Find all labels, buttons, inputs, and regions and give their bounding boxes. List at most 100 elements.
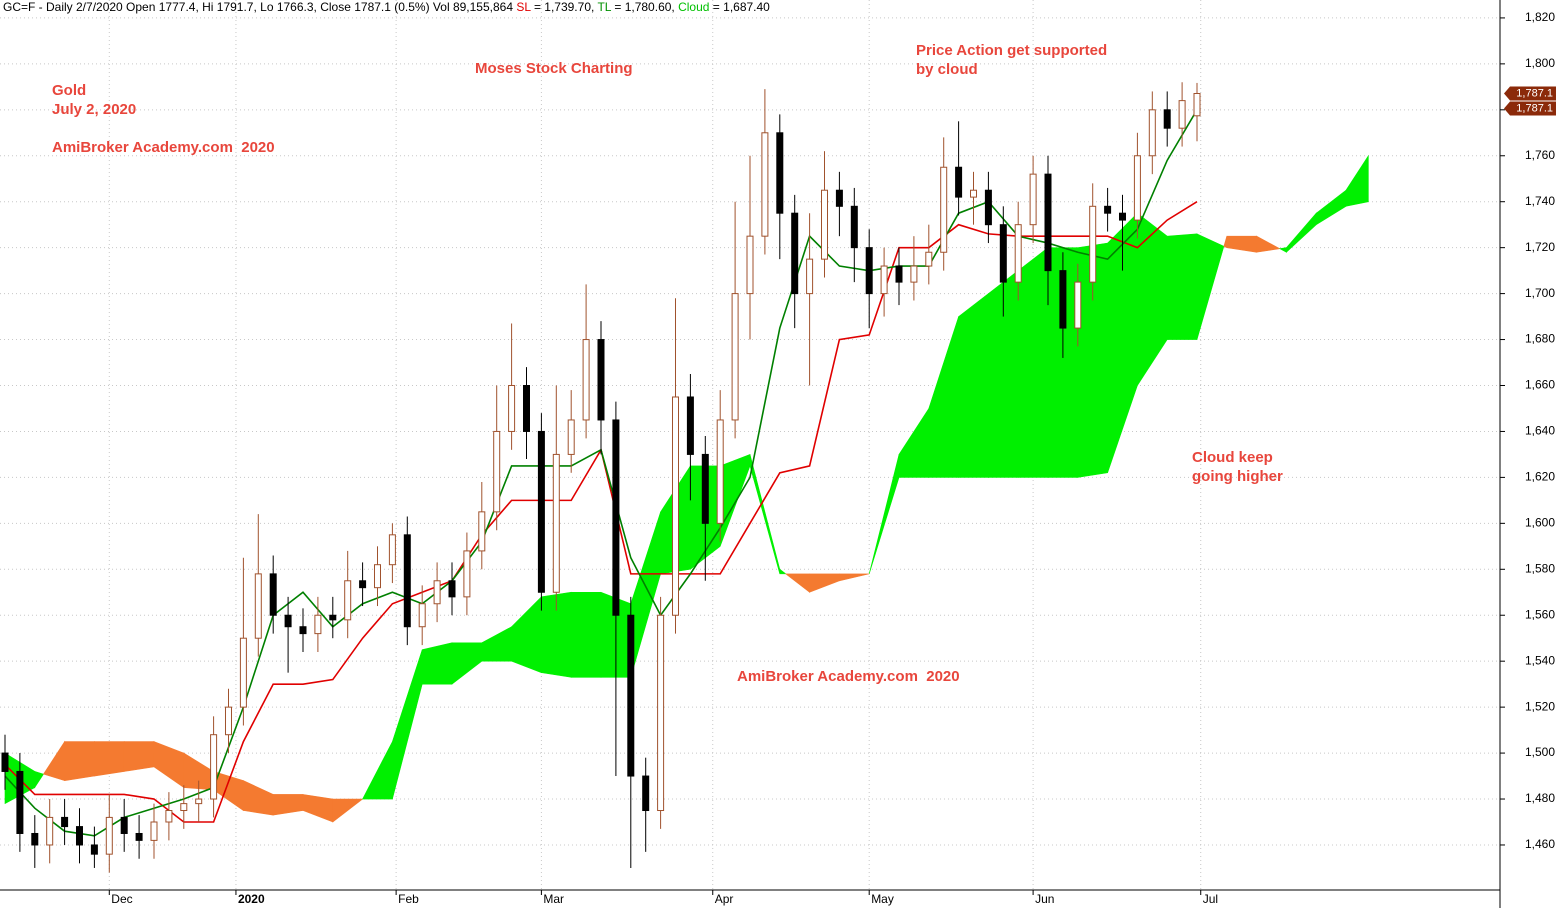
candle-body [120, 816, 128, 834]
candle-body [522, 384, 530, 432]
y-tick-label: 1,540 [1525, 653, 1555, 667]
candle-body [701, 453, 709, 524]
candle-body [165, 810, 173, 823]
x-tick-label: Apr [715, 892, 734, 906]
candles [1, 82, 1201, 873]
y-tick-label: 1,520 [1525, 699, 1555, 713]
annotation: Moses Stock Charting [475, 60, 633, 77]
candle-body [1029, 173, 1037, 226]
y-tick-label: 1,820 [1525, 10, 1555, 24]
candle-body [582, 339, 590, 421]
candle-body [642, 775, 650, 812]
x-tick-label: Jul [1203, 892, 1218, 906]
cloud-segment [1166, 233, 1198, 340]
candle-body [1193, 93, 1201, 117]
cloud-segment [1345, 154, 1369, 207]
cloud-segment [94, 741, 125, 777]
cloud-segment [34, 771, 44, 789]
candle-body [508, 384, 516, 432]
candle-body [61, 816, 69, 828]
y-tick-label: 1,460 [1525, 837, 1555, 851]
candle-body [671, 396, 679, 616]
header-sl-value: = 1,739.70, [534, 0, 594, 14]
price-tag-label: 1,787.1 [1516, 102, 1553, 114]
header-cloud-label: Cloud [678, 0, 709, 14]
annotation: AmiBroker Academy.com 2020 [737, 668, 960, 685]
x-tick-label: May [871, 892, 894, 906]
annotation: Price Action get supported [916, 42, 1107, 59]
x-tick-label: Dec [111, 892, 132, 906]
candle-body [999, 224, 1007, 283]
header-tl-value: = 1,780.60, [614, 0, 674, 14]
candle-body [731, 293, 739, 421]
cloud-segment [958, 292, 989, 478]
y-tick-label: 1,500 [1525, 745, 1555, 759]
candle-body [344, 580, 352, 621]
candle-body [1059, 270, 1067, 329]
candle-body [746, 235, 754, 295]
candle-body [195, 798, 203, 805]
cloud-segment [421, 642, 453, 685]
candle-body [31, 832, 39, 846]
cloud-segment [839, 573, 870, 582]
header-tl-label: TL [597, 0, 611, 14]
x-tick-label: 2020 [238, 892, 265, 906]
candle-body [895, 265, 903, 283]
candle-body [433, 580, 441, 605]
cloud-segment [123, 741, 155, 772]
candle-body [821, 189, 829, 260]
candle-body [716, 419, 724, 524]
annotation: going higher [1192, 468, 1283, 485]
candle-body [1074, 281, 1082, 329]
candle-body [284, 614, 292, 628]
x-tick-label: Feb [398, 892, 419, 906]
annotation: Gold [52, 82, 86, 99]
candle-body [224, 706, 232, 736]
candle-body [210, 734, 218, 800]
candle-body [597, 339, 605, 421]
candle-body [359, 580, 367, 589]
candle-body [329, 614, 337, 621]
candle-body [865, 247, 873, 295]
candle-body [1163, 109, 1171, 129]
price-tag [1504, 101, 1556, 116]
candle-body [105, 816, 113, 855]
candle-body [493, 430, 501, 513]
candle-body [299, 626, 307, 635]
candle-body [1133, 155, 1141, 221]
header-sl-label: SL [516, 0, 531, 14]
candle-body [552, 453, 560, 593]
ichimoku-cloud [4, 154, 1369, 823]
candle-body [75, 826, 83, 846]
y-tick-label: 1,620 [1525, 470, 1555, 484]
candle-body [880, 265, 888, 295]
y-tick-label: 1,480 [1525, 791, 1555, 805]
candle-body [373, 564, 381, 589]
candle-body [448, 580, 456, 598]
y-tick-label: 1,580 [1525, 561, 1555, 575]
y-tick-label: 1,740 [1525, 194, 1555, 208]
candle-body [567, 419, 575, 455]
candle-body [537, 430, 545, 593]
candle-body [910, 265, 918, 283]
annotation: Cloud keep [1192, 449, 1273, 466]
y-tick-label: 1,600 [1525, 516, 1555, 530]
candle-body [388, 534, 396, 566]
header-symbol: GC=F - Daily 2/7/2020 Open 1777.4, Hi 17… [3, 0, 513, 14]
x-tick-label: Mar [543, 892, 564, 906]
annotation: AmiBroker Academy.com 2020 [52, 139, 275, 156]
candle-body [970, 189, 978, 198]
candle-body [314, 614, 322, 635]
candle-body [418, 603, 426, 628]
cloud-segment [1196, 233, 1225, 340]
x-tick-label: Jun [1035, 892, 1054, 906]
y-tick-label: 1,660 [1525, 378, 1555, 392]
candle-body [463, 550, 471, 598]
annotation: by cloud [916, 61, 978, 78]
y-tick-label: 1,720 [1525, 240, 1555, 254]
candle-body [791, 212, 799, 295]
candle-body [984, 189, 992, 226]
y-tick-label: 1,700 [1525, 286, 1555, 300]
